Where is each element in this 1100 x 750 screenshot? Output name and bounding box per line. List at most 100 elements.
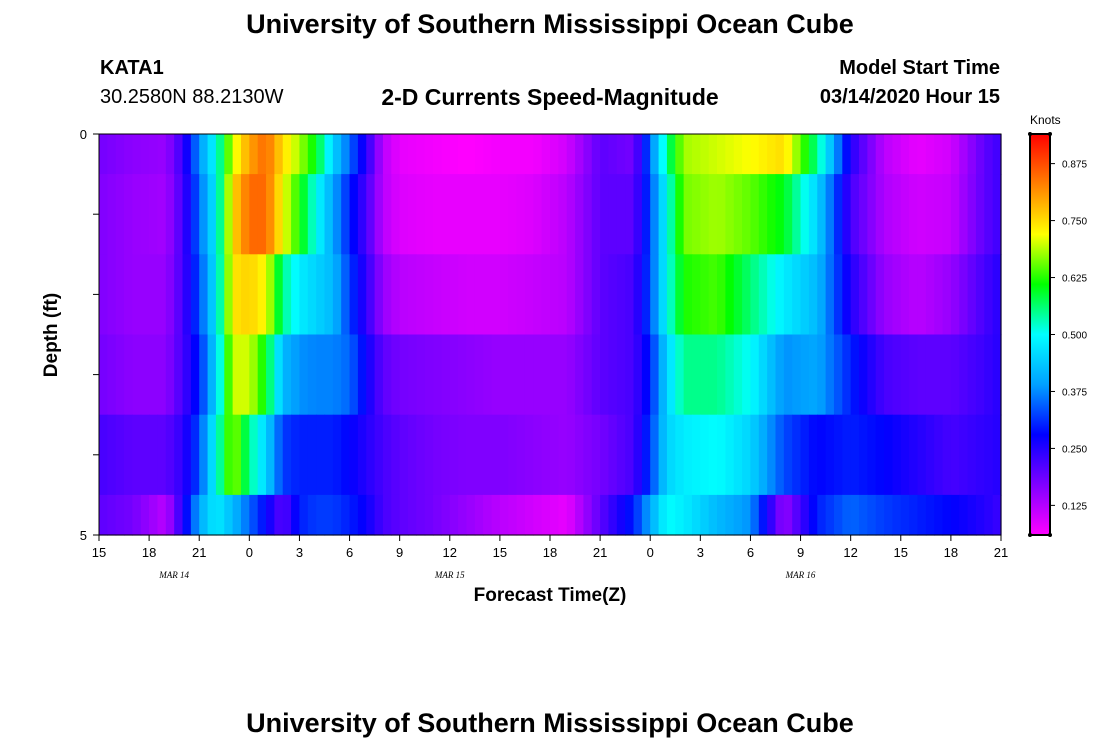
heatmap-cell (992, 414, 1002, 496)
heatmap-cell (934, 494, 944, 536)
heatmap-cell (984, 494, 994, 536)
heatmap-cell (483, 334, 493, 416)
heatmap-cell (533, 254, 543, 336)
heatmap-cell (984, 134, 994, 175)
heatmap-cell (641, 174, 651, 255)
heatmap-cell (240, 414, 250, 496)
heatmap-cell (533, 414, 543, 496)
heatmap-cell (792, 494, 802, 536)
heatmap-cell (800, 134, 810, 175)
heatmap-cell (600, 494, 610, 536)
heatmap-cell (508, 254, 518, 336)
heatmap-cell (875, 174, 885, 255)
heatmap-cell (349, 134, 359, 175)
heatmap-cell (700, 134, 710, 175)
heatmap-cell (240, 134, 250, 175)
heatmap-cell (775, 174, 785, 255)
heatmap-cell (107, 494, 117, 536)
heatmap-cell (591, 494, 601, 536)
heatmap-cell (416, 334, 426, 416)
heatmap-cell (725, 254, 735, 336)
heatmap-cell (733, 334, 743, 416)
heatmap-cell (992, 134, 1002, 175)
heatmap-cell (124, 174, 134, 255)
x-tick-label: 21 (994, 545, 1008, 560)
heatmap-cell (742, 254, 752, 336)
heatmap-cell (99, 414, 108, 496)
heatmap-cell (884, 174, 894, 255)
heatmap-cell (792, 334, 802, 416)
heatmap-cell (491, 414, 501, 496)
heatmap-cell (132, 494, 142, 536)
heatmap-cell (859, 174, 868, 255)
heatmap-cell (341, 134, 351, 175)
heatmap-cell (850, 334, 860, 416)
heatmap-cell (616, 414, 626, 496)
heatmap-cell (583, 174, 593, 255)
heatmap-cell (859, 494, 868, 536)
heatmap-cell (282, 494, 292, 536)
heatmap-cell (758, 254, 768, 336)
heatmap-cell (458, 494, 468, 536)
heatmap-cell (900, 174, 910, 255)
heatmap-cell (575, 134, 585, 175)
heatmap-cell (867, 174, 877, 255)
heatmap-cell (742, 174, 752, 255)
heatmap-cell (742, 334, 752, 416)
x-tick-label: 12 (443, 545, 457, 560)
heatmap-cell (357, 134, 367, 175)
heatmap-cell (391, 494, 401, 536)
heatmap-cell (416, 254, 426, 336)
heatmap-cell (792, 134, 802, 175)
heatmap-cell (942, 414, 952, 496)
heatmap-cell (750, 334, 760, 416)
heatmap-cell (658, 174, 668, 255)
heatmap-cell (441, 174, 451, 255)
heatmap-cell (758, 134, 768, 175)
heatmap-cell (332, 134, 342, 175)
heatmap-cell (449, 494, 459, 536)
heatmap-cell (207, 494, 217, 536)
heatmap-cell (817, 494, 827, 536)
heatmap-cell (917, 174, 927, 255)
heatmap-cell (332, 174, 342, 255)
heatmap-cell (600, 174, 610, 255)
heatmap-cell (934, 254, 944, 336)
heatmap-cell (575, 334, 585, 416)
heatmap-cell (274, 174, 284, 255)
heatmap-cell (165, 254, 175, 336)
heatmap-cell (332, 334, 342, 416)
heatmap-cell (558, 254, 568, 336)
heatmap-cell (942, 494, 952, 536)
heatmap-cell (240, 334, 250, 416)
heatmap-cell (566, 254, 576, 336)
heatmap-cell (491, 334, 501, 416)
model-start-label: Model Start Time (839, 57, 1000, 79)
heatmap-cell (675, 254, 685, 336)
heatmap-cell (825, 494, 835, 536)
heatmap-cell (466, 494, 476, 536)
heatmap-cell (925, 414, 935, 496)
heatmap-cell (859, 334, 868, 416)
heatmap-cell (516, 334, 526, 416)
heatmap-cell (115, 414, 125, 496)
heatmap-cell (942, 254, 952, 336)
x-tick-label: 12 (843, 545, 857, 560)
heatmap-cell (357, 494, 367, 536)
heatmap-cell (190, 494, 200, 536)
heatmap-cell (616, 134, 626, 175)
heatmap-cell (842, 134, 852, 175)
colorbar-tick-label: 0.250 (1062, 444, 1087, 455)
heatmap-cell (808, 334, 818, 416)
heatmap-cell (733, 254, 743, 336)
heatmap-cell (541, 334, 551, 416)
heatmap-cell (708, 334, 718, 416)
heatmap-cell (608, 134, 618, 175)
heatmap-cell (725, 174, 735, 255)
heatmap-cell (817, 334, 827, 416)
heatmap-cell (641, 134, 651, 175)
heatmap-cell (491, 254, 501, 336)
heatmap-cell (207, 334, 217, 416)
heatmap-cell (140, 174, 150, 255)
